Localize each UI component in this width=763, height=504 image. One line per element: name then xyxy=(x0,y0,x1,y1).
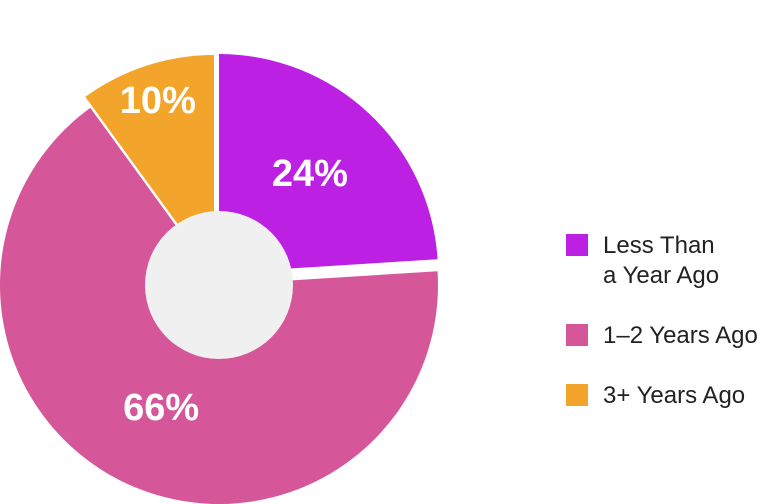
legend-swatch xyxy=(566,234,588,256)
legend-item-3-years-ago: 3+ Years Ago xyxy=(566,382,745,409)
legend-swatch xyxy=(566,384,588,406)
legend: Less Than a Year Ago 1–2 Years Ago 3+ Years… xyxy=(566,232,758,409)
slice-label-less-than-a-year-ago: 24% xyxy=(272,153,348,195)
legend-item-1-2-years-ago: 1–2 Years Ago xyxy=(566,322,758,349)
legend-label: 3+ Years Ago xyxy=(603,382,745,409)
pie-slice-3-years-ago xyxy=(85,55,215,274)
legend-label: 1–2 Years Ago xyxy=(603,322,758,349)
legend-item-less-than-a-year-ago: Less Than a Year Ago xyxy=(566,232,719,289)
legend-label: Less Than a Year Ago xyxy=(603,232,719,289)
donut-hole xyxy=(145,211,293,359)
pie-slice-less-than-a-year-ago xyxy=(219,54,438,273)
slice-label-3-years-ago: 10% xyxy=(120,80,196,122)
legend-swatch xyxy=(566,324,588,346)
slice-labels: 24% 66% 10% xyxy=(120,80,348,429)
slice-label-1-2-years-ago: 66% xyxy=(123,387,199,429)
